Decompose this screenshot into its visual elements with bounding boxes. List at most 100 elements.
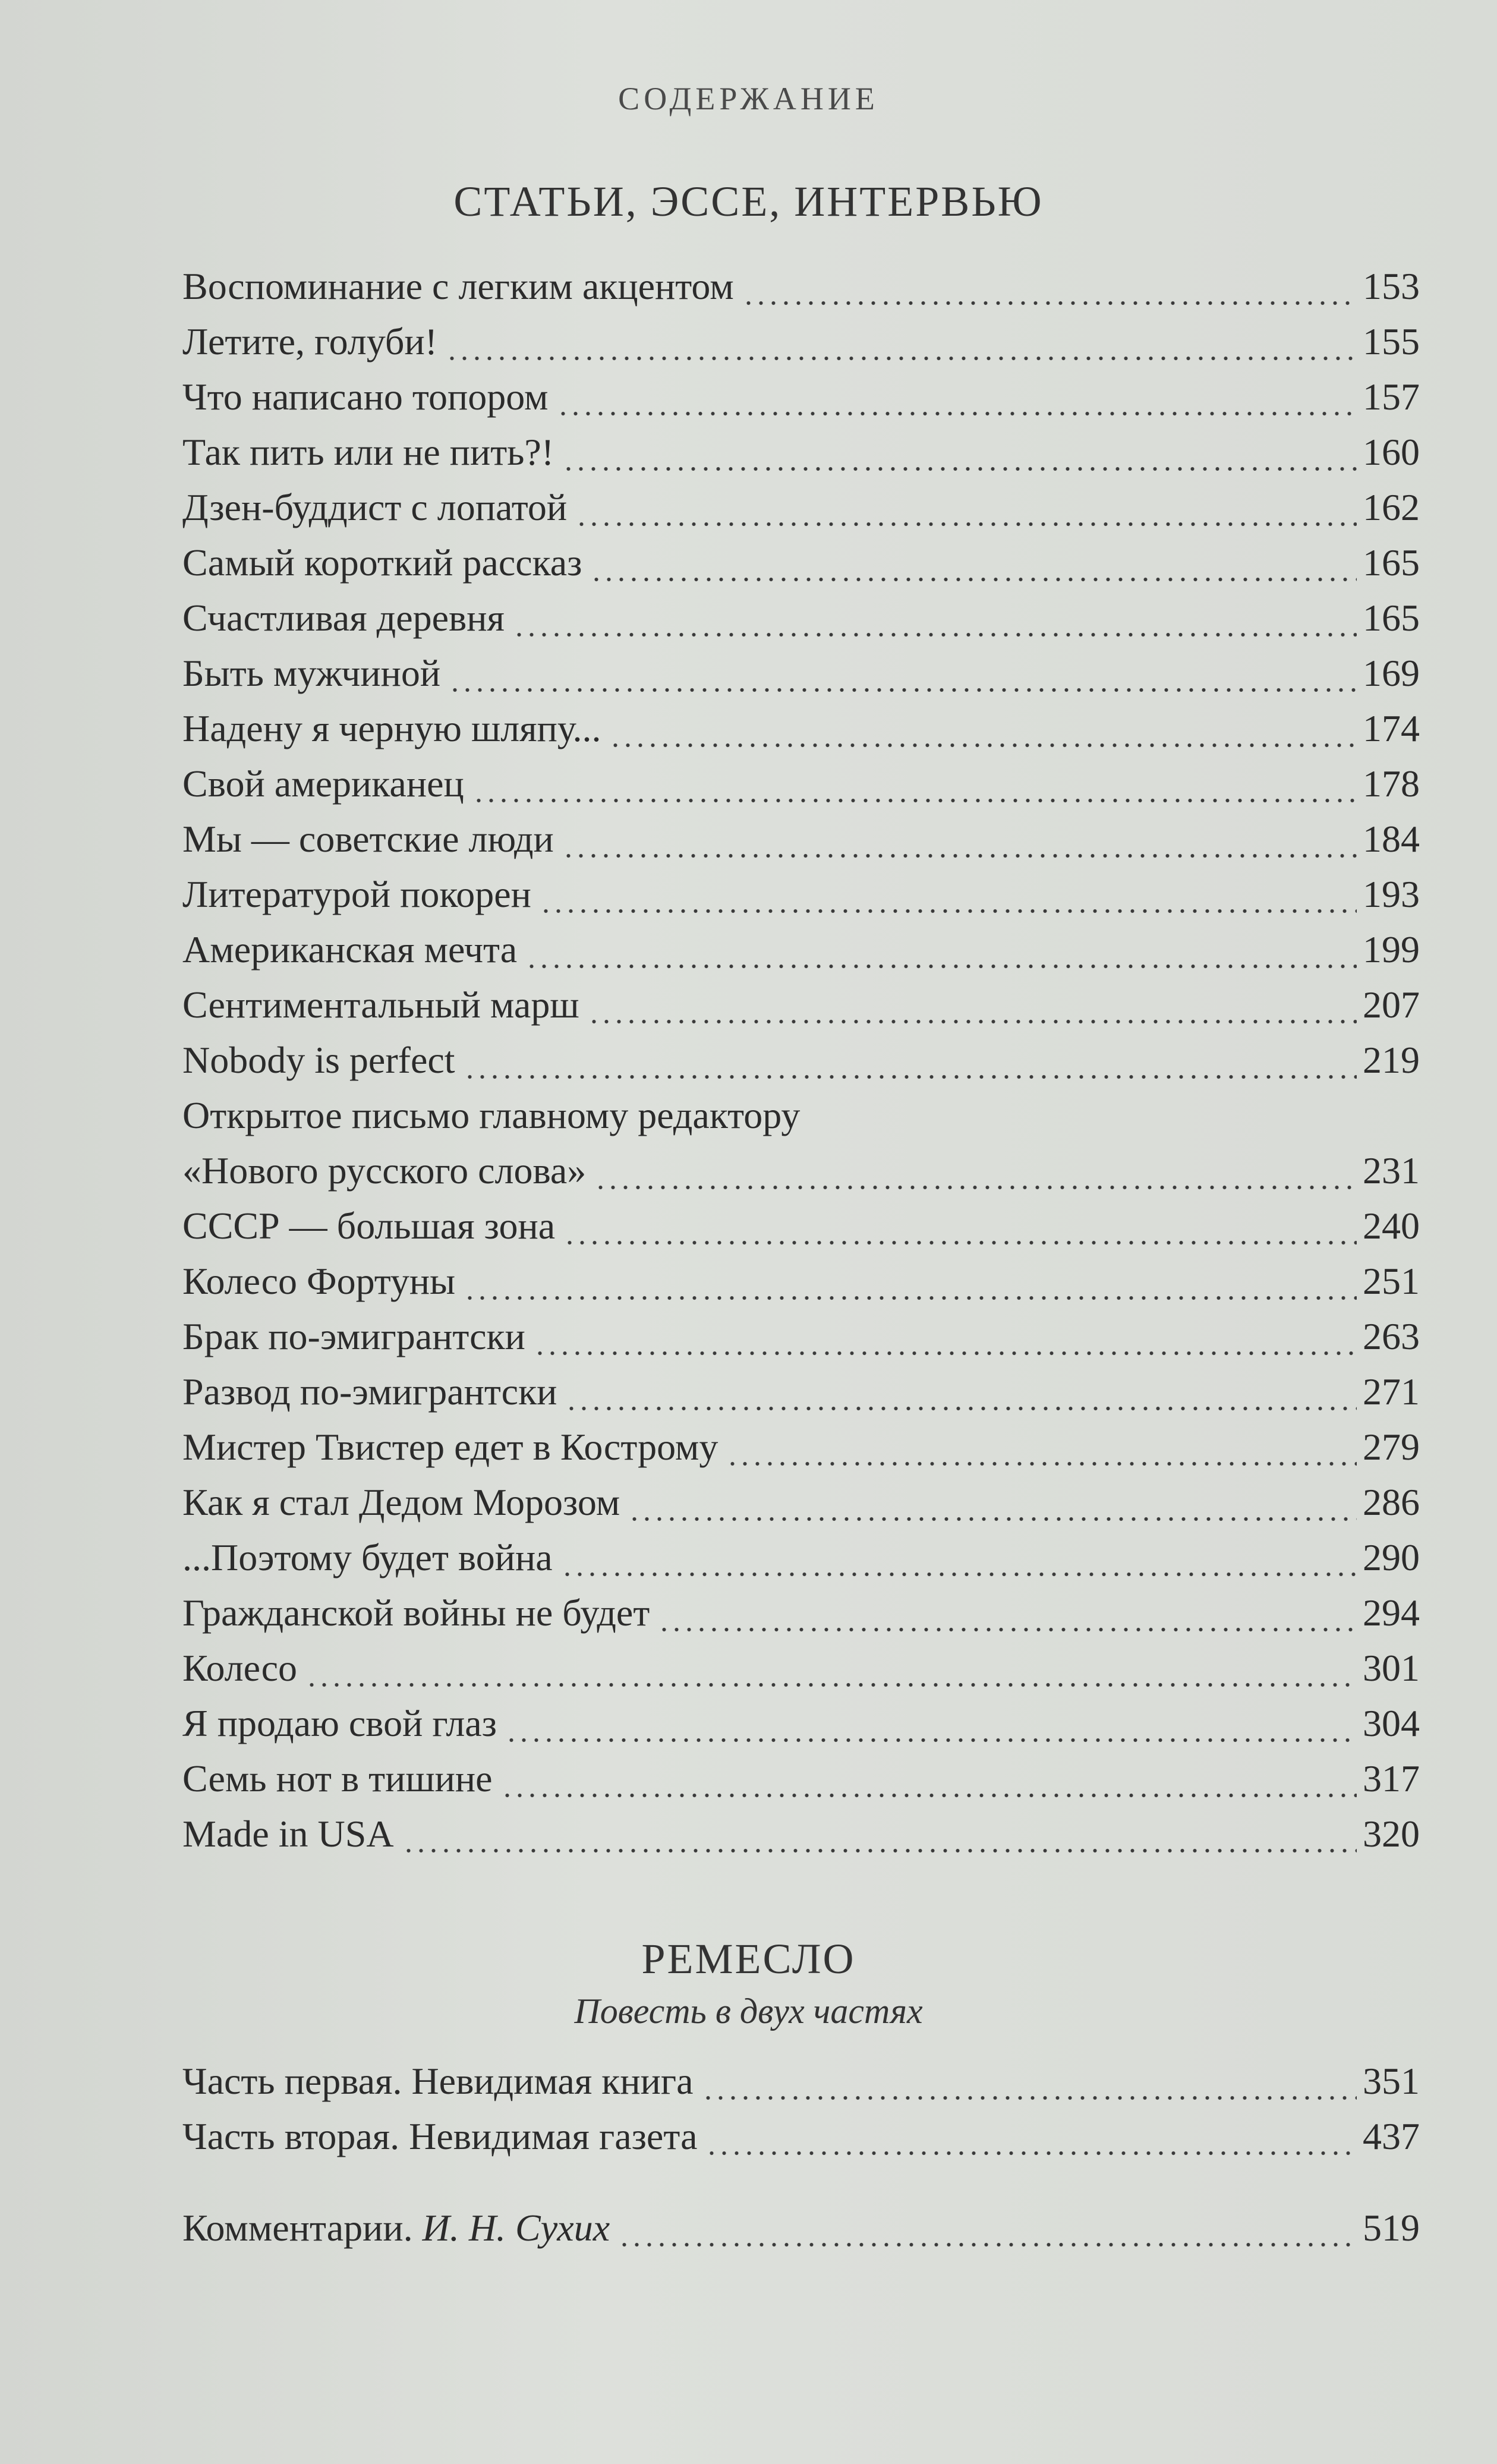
- entry-title: Сентиментальный марш: [182, 984, 579, 1026]
- toc-entry: Семь нот в тишине 317: [182, 1751, 1420, 1806]
- toc-entry: Колесо Фортуны 251: [182, 1253, 1420, 1309]
- dot-leader: [587, 977, 1357, 1032]
- toc-entry: Надену я черную шляпу... 174: [182, 701, 1420, 756]
- entry-title: Счастливая деревня: [182, 597, 505, 639]
- entry-page: 271: [1363, 1370, 1420, 1413]
- entry-title: Так пить или не пить?!: [182, 431, 554, 473]
- entry-title: Открытое письмо главному редактору: [182, 1094, 800, 1136]
- entry-page: 207: [1363, 984, 1420, 1026]
- entry-page: 157: [1363, 376, 1420, 418]
- toc-articles: Воспоминание с легким акцентом 153 Летите,…: [182, 259, 1420, 1861]
- entry-title: ...Поэтому будет война: [182, 1536, 553, 1578]
- entry-title: Made in USA: [182, 1813, 394, 1855]
- entry-title: Надену я черную шляпу...: [182, 707, 601, 749]
- toc-entry: Американская мечта 199: [182, 922, 1420, 977]
- dot-leader: [472, 756, 1357, 811]
- entry-page: 301: [1363, 1647, 1420, 1689]
- toc-entry: Что написано топором 157: [182, 369, 1420, 424]
- dot-leader: [556, 369, 1357, 424]
- dot-leader: [305, 1640, 1357, 1696]
- toc-entry: Открытое письмо главному редактору: [182, 1088, 1420, 1143]
- entry-title: Колесо: [182, 1647, 297, 1689]
- dot-leader: [701, 2053, 1357, 2109]
- entry-page: 437: [1363, 2115, 1420, 2157]
- dot-leader: [500, 1751, 1357, 1806]
- entry-page: 165: [1363, 597, 1420, 639]
- entry-title: «Нового русского слова»: [182, 1149, 587, 1192]
- entry-page: 320: [1363, 1813, 1420, 1855]
- entry-page: 304: [1363, 1702, 1420, 1744]
- entry-page: 174: [1363, 707, 1420, 749]
- dot-leader: [562, 811, 1357, 867]
- toc-craft: Часть первая. Невидимая книга 351 Часть вт…: [182, 2053, 1420, 2164]
- dot-leader: [512, 590, 1357, 645]
- entry-title: Мы — советские люди: [182, 818, 554, 860]
- entry-title: Самый короткий рассказ: [182, 541, 582, 584]
- toc-entry: Летите, голуби! 155: [182, 314, 1420, 369]
- toc-entry: Я продаю свой глаз 304: [182, 1696, 1420, 1751]
- toc-entry: Made in USA 320: [182, 1806, 1420, 1861]
- entry-title: Nobody is perfect: [182, 1039, 455, 1081]
- toc-entry: Счастливая деревня 165: [182, 590, 1420, 645]
- toc-entry: Развод по-эмигрантски 271: [182, 1364, 1420, 1419]
- dot-leader: [565, 1364, 1357, 1419]
- toc-entry: Колесо 301: [182, 1640, 1420, 1696]
- section-title-articles: СТАТЬИ, ЭССЕ, ИНТЕРВЬЮ: [453, 178, 1044, 225]
- entry-title: Как я стал Дедом Морозом: [182, 1481, 620, 1523]
- dot-leader: [628, 1474, 1357, 1530]
- entry-page: 219: [1363, 1039, 1420, 1081]
- toc-entry: Самый короткий рассказ 165: [182, 535, 1420, 590]
- entry-page: 294: [1363, 1592, 1420, 1634]
- running-head: СОДЕРЖАНИЕ: [618, 81, 879, 116]
- entry-page: 519: [1363, 2207, 1420, 2249]
- dot-leader: [446, 314, 1357, 369]
- entry-page: 178: [1363, 762, 1420, 805]
- entry-page: 351: [1363, 2060, 1420, 2102]
- entry-title: Свой американец: [182, 762, 464, 805]
- dot-leader: [609, 701, 1357, 756]
- dot-leader: [562, 424, 1357, 480]
- toc-entry: Быть мужчиной 169: [182, 645, 1420, 701]
- dot-leader: [533, 1309, 1357, 1364]
- toc-entry: Так пить или не пить?! 160: [182, 424, 1420, 480]
- entry-title: Быть мужчиной: [182, 652, 441, 694]
- entry-page: 231: [1363, 1149, 1420, 1192]
- dot-leader: [726, 1419, 1357, 1474]
- entry-page: 169: [1363, 652, 1420, 694]
- entry-title: СССР — большая зона: [182, 1205, 556, 1247]
- entry-page: 199: [1363, 928, 1420, 971]
- entry-title: Американская мечта: [182, 928, 518, 971]
- toc-entry: Воспоминание с легким акцентом 153: [182, 259, 1420, 314]
- dot-leader: [618, 2200, 1357, 2255]
- dot-leader: [590, 535, 1357, 590]
- entry-title: Семь нот в тишине: [182, 1757, 493, 1800]
- dot-leader: [563, 1198, 1357, 1253]
- toc-commentary: Комментарии. И. Н. Сухих 519: [182, 2200, 1420, 2255]
- toc-entry: Мистер Твистер едет в Кострому 279: [182, 1419, 1420, 1474]
- toc-entry: Брак по-эмигрантски 263: [182, 1309, 1420, 1364]
- dot-leader: [449, 645, 1357, 701]
- entry-title: Воспоминание с легким акцентом: [182, 265, 734, 307]
- entry-page: 286: [1363, 1481, 1420, 1523]
- entry-page: 279: [1363, 1426, 1420, 1468]
- entry-page: 263: [1363, 1315, 1420, 1357]
- entry-page: 155: [1363, 320, 1420, 363]
- dot-leader: [505, 1696, 1357, 1751]
- entry-page: 290: [1363, 1536, 1420, 1578]
- dot-leader: [560, 1530, 1357, 1585]
- entry-page: 162: [1363, 486, 1420, 528]
- entry-title: Часть первая. Невидимая книга: [182, 2060, 694, 2102]
- toc-entry: СССР — большая зона 240: [182, 1198, 1420, 1253]
- entry-page: 193: [1363, 873, 1420, 915]
- entry-title: Дзен-буддист с лопатой: [182, 486, 568, 528]
- entry-title: Что написано топором: [182, 376, 549, 418]
- toc-entry: Часть вторая. Невидимая газета 437: [182, 2109, 1420, 2164]
- toc-entry: Гражданской войны не будет 294: [182, 1585, 1420, 1640]
- entry-page: 153: [1363, 265, 1420, 307]
- dot-leader: [594, 1143, 1357, 1198]
- entry-title: Литературой покорен: [182, 873, 531, 915]
- entry-page: 240: [1363, 1205, 1420, 1247]
- toc-entry: Свой американец 178: [182, 756, 1420, 811]
- section-title-craft: РЕМЕСЛО: [641, 1935, 856, 1983]
